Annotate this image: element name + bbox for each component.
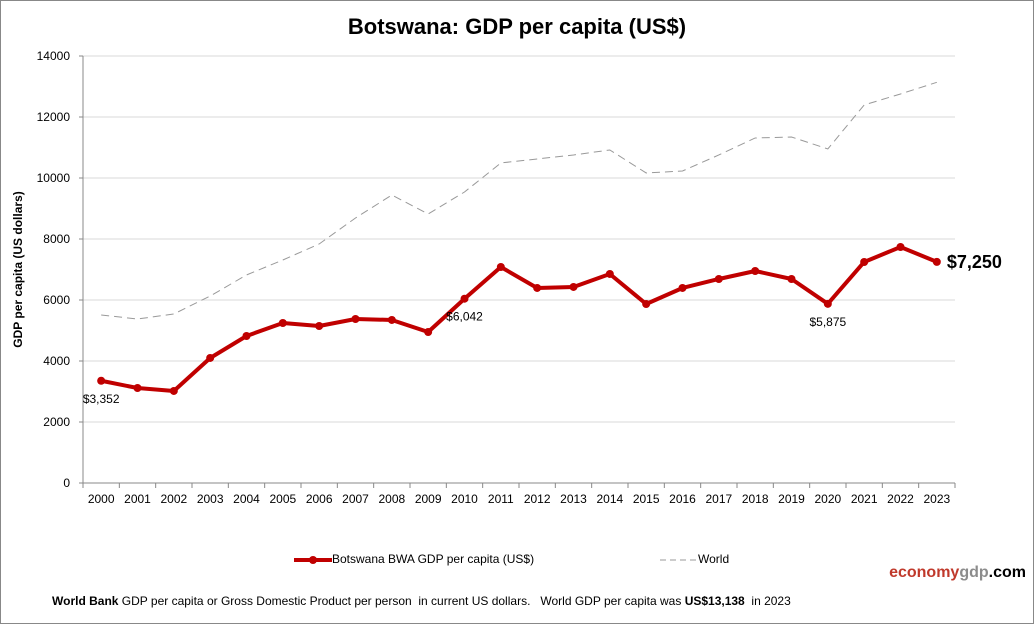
legend-label-botswana: Botswana BWA GDP per capita (US$) [332, 552, 535, 566]
data-point-botswana [242, 331, 251, 340]
data-point-botswana [315, 321, 324, 330]
data-point-botswana [787, 274, 796, 283]
y-tick-label: 14000 [37, 49, 71, 63]
y-tick-label: 12000 [37, 110, 71, 124]
x-tick-label: 2022 [887, 492, 914, 506]
x-tick-label: 2012 [524, 492, 551, 506]
data-point-botswana [678, 283, 687, 292]
data-point-botswana [860, 257, 869, 266]
data-point-botswana [97, 376, 106, 385]
data-point-botswana [169, 386, 178, 395]
legend-item-botswana: Botswana BWA GDP per capita (US$) [294, 552, 534, 567]
data-point-botswana [387, 315, 396, 324]
data-point-botswana [496, 262, 505, 271]
x-tick-label: 2004 [233, 492, 260, 506]
y-axis-label: GDP per capita (US dollars) [11, 191, 25, 348]
footer-world-value: US$13,138 [684, 594, 745, 608]
series-line-botswana [100, 244, 938, 393]
x-tick-label: 2019 [778, 492, 805, 506]
footer-text-2: in 2023 [744, 594, 791, 608]
y-tick-label: 6000 [43, 293, 70, 307]
data-point-botswana [714, 274, 723, 283]
x-tick-label: 2011 [488, 492, 514, 506]
x-tick-label: 2013 [560, 492, 587, 506]
chart-title: Botswana: GDP per capita (US$) [347, 14, 687, 39]
x-tick-label: 2014 [596, 492, 623, 506]
x-tick-label: 2000 [88, 492, 115, 506]
data-point-botswana [533, 283, 542, 292]
legend-swatch-world [660, 559, 696, 561]
x-tick-label: 2018 [742, 492, 769, 506]
x-tick-label: 2006 [306, 492, 333, 506]
data-point-botswana [424, 327, 433, 336]
data-point-botswana [569, 282, 578, 291]
x-tick-label: 2015 [633, 492, 660, 506]
x-tick-label: 2008 [378, 492, 405, 506]
data-point-botswana [460, 294, 469, 303]
legend-item-world: World [660, 552, 729, 567]
legend-label-world: World [698, 552, 730, 566]
logo-part-economy: economy [889, 564, 960, 581]
economygdp-logo: economygdp.com [889, 564, 1026, 582]
x-tick-label: 2016 [669, 492, 696, 506]
logo-part-gdp: gdp [959, 564, 989, 581]
x-tick-label: 2002 [160, 492, 187, 506]
x-tick-label: 2020 [814, 492, 841, 506]
x-tick-label: 2010 [451, 492, 478, 506]
series-line-world [101, 81, 937, 320]
x-tick-label: 2005 [269, 492, 296, 506]
data-point-botswana [823, 299, 832, 308]
footer-text-1: GDP per capita or Gross Domestic Product… [118, 594, 685, 608]
data-point-botswana [351, 315, 360, 324]
y-tick-label: 2000 [43, 415, 70, 429]
x-tick-label: 2001 [124, 492, 151, 506]
y-tick-label: 8000 [43, 232, 70, 246]
footer-note: World Bank GDP per capita or Gross Domes… [52, 594, 791, 608]
data-point-botswana [278, 318, 287, 327]
data-label: $5,875 [809, 315, 846, 329]
x-tick-label: 2021 [851, 492, 878, 506]
x-tick-label: 2003 [197, 492, 224, 506]
data-point-botswana [133, 383, 142, 392]
data-label: $3,352 [83, 392, 120, 406]
data-point-botswana [642, 299, 651, 308]
x-tick-label: 2009 [415, 492, 442, 506]
logo-part-com: .com [988, 564, 1026, 581]
x-tick-label: 2007 [342, 492, 369, 506]
data-point-botswana [896, 242, 905, 251]
data-point-botswana [932, 257, 941, 266]
y-tick-label: 10000 [37, 171, 71, 185]
x-tick-label: 2017 [705, 492, 732, 506]
data-point-botswana [206, 353, 215, 362]
x-tick-label: 2023 [923, 492, 950, 506]
data-label: $7,250 [947, 252, 1002, 272]
data-point-botswana [605, 269, 614, 278]
footer-source: World Bank [52, 594, 119, 608]
data-label: $6,042 [446, 310, 483, 324]
y-tick-label: 0 [63, 476, 70, 490]
legend-swatch-botswana [294, 555, 332, 564]
data-point-botswana [751, 266, 760, 275]
y-tick-label: 4000 [43, 354, 70, 368]
